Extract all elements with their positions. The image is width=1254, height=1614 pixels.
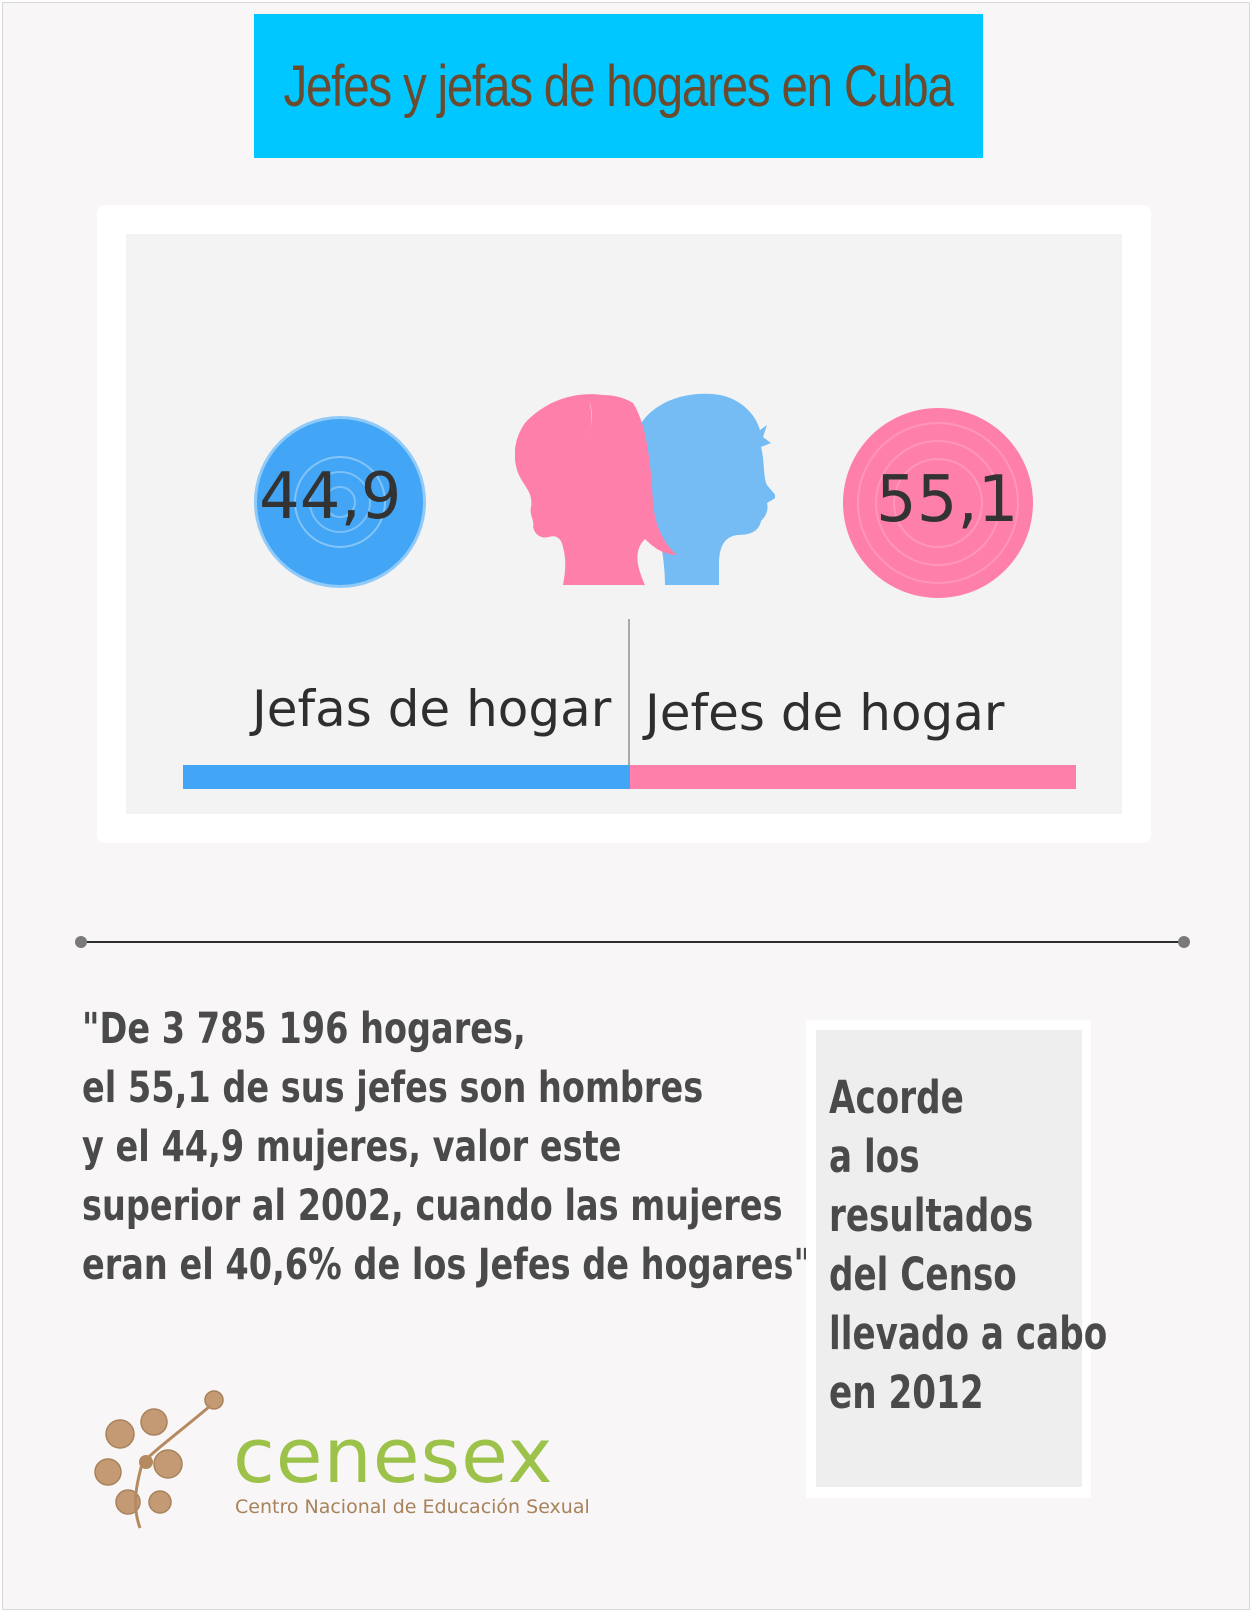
female-circle-ring — [309, 471, 371, 533]
separator-dot-right — [1178, 936, 1190, 948]
quote-line: "De 3 785 196 hogares, — [82, 1004, 526, 1054]
male-value-label: 55,1 — [876, 463, 1019, 537]
dandelion-stem — [134, 1463, 144, 1529]
page-title: Jefes y jefas de hogares en Cuba — [283, 53, 954, 119]
quote-block: "De 3 785 196 hogares, el 55,1 de sus je… — [82, 1000, 1033, 1295]
female-bar-label: Jefas de hogar — [252, 680, 612, 738]
separator-dot-left — [75, 936, 87, 948]
quote-line: el 55,1 de sus jefes son hombres — [82, 1063, 704, 1113]
logo-wordmark: cenesex — [233, 1411, 554, 1500]
side-note-line: en 2012 — [829, 1366, 984, 1419]
seed-tuft — [204, 1390, 224, 1410]
seed-tuft — [105, 1419, 135, 1449]
male-circle-ring — [875, 440, 1001, 566]
seed-tuft — [140, 1408, 168, 1436]
seed-tuft — [153, 1449, 183, 1479]
side-note-text: Acorde a los resultados del Censo llevad… — [829, 1068, 1195, 1422]
silhouettes-icon — [515, 393, 775, 585]
section-separator — [80, 941, 1184, 943]
male-circle-fill — [843, 408, 1033, 598]
male-circle-ring — [893, 458, 983, 548]
seed-tuft — [94, 1458, 122, 1486]
male-circle-ring — [857, 422, 1019, 584]
male-value-circle — [843, 408, 1033, 598]
seed-tuft — [148, 1490, 172, 1514]
female-circle-fill — [257, 419, 423, 585]
center-divider — [628, 619, 630, 785]
female-circle-ring — [324, 486, 356, 518]
side-note-line: resultados — [829, 1189, 1034, 1242]
male-bar-label: Jefes de hogar — [645, 684, 1005, 742]
female-head-icon — [515, 394, 677, 585]
female-value-label: 44,9 — [259, 460, 402, 534]
seed-tuft — [115, 1489, 141, 1515]
side-note-line: llevado a cabo — [829, 1307, 1108, 1360]
side-note-line: Acorde — [829, 1071, 964, 1124]
title-banner: Jefes y jefas de hogares en Cuba — [254, 14, 983, 158]
male-bar — [629, 765, 1076, 789]
logo-subtitle: Centro Nacional de Educación Sexual — [235, 1496, 590, 1518]
male-head-icon — [638, 393, 775, 585]
side-note-box — [816, 1030, 1082, 1487]
side-note-line: del Censo — [829, 1248, 1017, 1301]
female-bar — [183, 765, 630, 789]
cenesex-dandelion-icon — [94, 1390, 224, 1529]
dandelion-center — [139, 1455, 153, 1469]
side-note-line: a los — [829, 1130, 920, 1183]
quote-line: superior al 2002, cuando las mujeres — [82, 1181, 783, 1231]
quote-line: eran el 40,6% de los Jefes de hogares". — [82, 1240, 824, 1290]
female-circle-ring — [294, 456, 386, 548]
quote-line: y el 44,9 mujeres, valor este — [82, 1122, 622, 1172]
female-value-circle — [254, 416, 426, 588]
